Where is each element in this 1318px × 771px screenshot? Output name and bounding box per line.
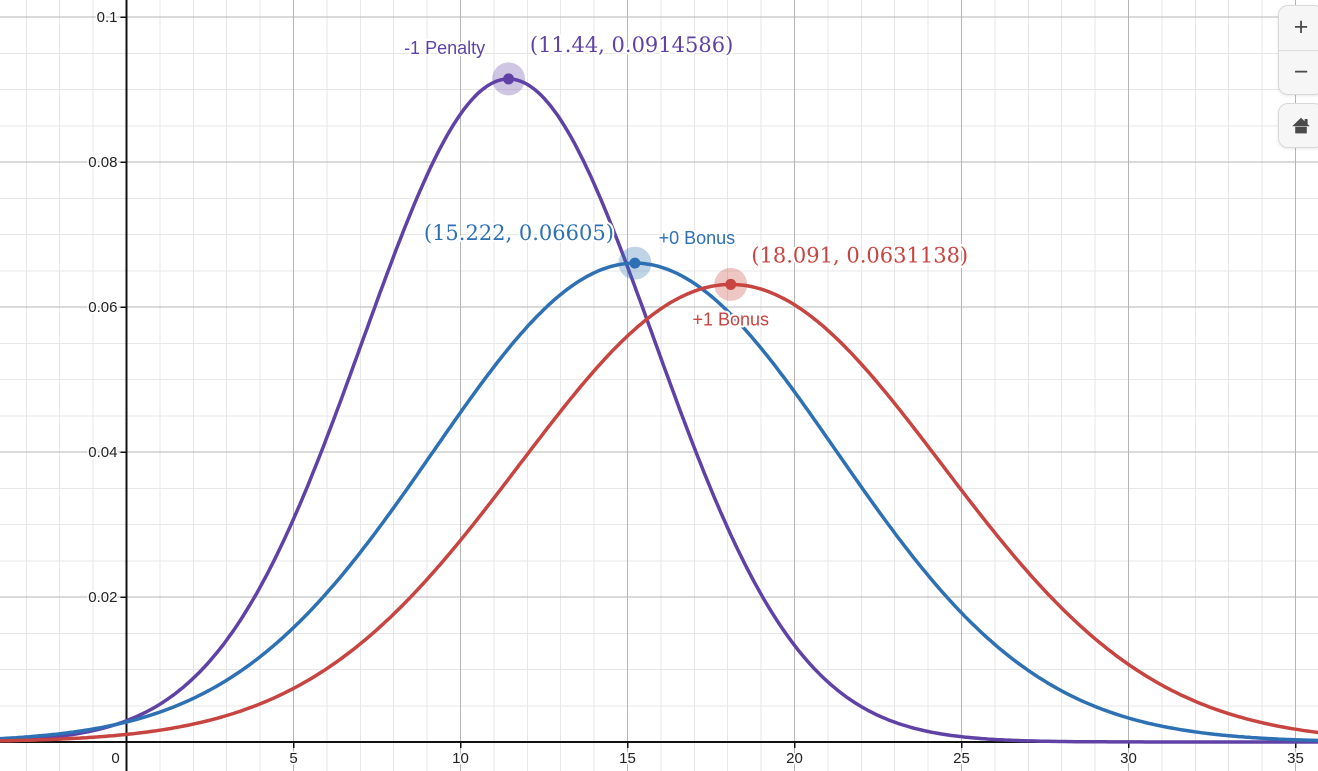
x-tick-label: 10 — [452, 750, 469, 767]
curve-labels: -1 Penalty (11.44, 0.0914586) +0 Bonus (15.… — [402, 31, 970, 331]
minus-icon: − — [1293, 57, 1309, 86]
zoom-divider — [1279, 49, 1318, 51]
y-tick-label: 0.02 — [88, 589, 117, 606]
series-name-label-penalty-minus-1: -1 Penalty — [404, 38, 485, 58]
y-tick-label: 0.1 — [97, 9, 118, 26]
y-tick-label: 0.08 — [88, 154, 117, 171]
x-tick-label: 20 — [786, 750, 803, 767]
x-tick-label: 15 — [619, 750, 636, 767]
axis-ticks — [120, 16, 1297, 748]
x-tick-label: 25 — [953, 750, 970, 767]
tick-labels: 0 5 10 15 20 25 30 35 0.02 0.04 0.06 0.08 0.1 — [87, 8, 1306, 769]
series-name-label-bonus-0: +0 Bonus — [659, 228, 736, 248]
zoom-in-button[interactable]: + — [1279, 6, 1318, 50]
x-tick-label: 30 — [1120, 750, 1137, 767]
x-tick-label: 5 — [289, 750, 297, 767]
point-coordinates-label-penalty-minus-1: (11.44, 0.0914586) — [530, 33, 733, 57]
point-coordinates-label-bonus-0: (15.222, 0.06605) — [424, 221, 614, 245]
curve-bonus-plus-1[interactable] — [0, 282, 1318, 743]
y-tick-label: 0.06 — [88, 299, 117, 316]
home-icon — [1292, 117, 1310, 133]
x-tick-label: 0 — [111, 750, 119, 767]
point-coordinates-label-bonus-plus-1: (18.091, 0.0631138) — [751, 243, 968, 267]
curve-penalty-minus-1[interactable] — [0, 77, 1318, 744]
point-bonus-0[interactable] — [629, 257, 641, 269]
points — [492, 62, 748, 301]
zoom-out-button[interactable]: − — [1279, 51, 1318, 95]
zoom-controls: + − — [1278, 5, 1318, 95]
point-penalty-minus-1[interactable] — [503, 73, 515, 85]
plus-icon: + — [1293, 13, 1309, 42]
home-button[interactable] — [1278, 103, 1318, 148]
curves — [0, 77, 1318, 744]
point-bonus-plus-1[interactable] — [725, 278, 737, 290]
y-tick-label: 0.04 — [88, 444, 117, 461]
series-name-label-bonus-plus-1: +1 Bonus — [692, 309, 769, 329]
curve-bonus-0[interactable] — [0, 261, 1318, 743]
x-tick-label: 35 — [1287, 750, 1304, 767]
